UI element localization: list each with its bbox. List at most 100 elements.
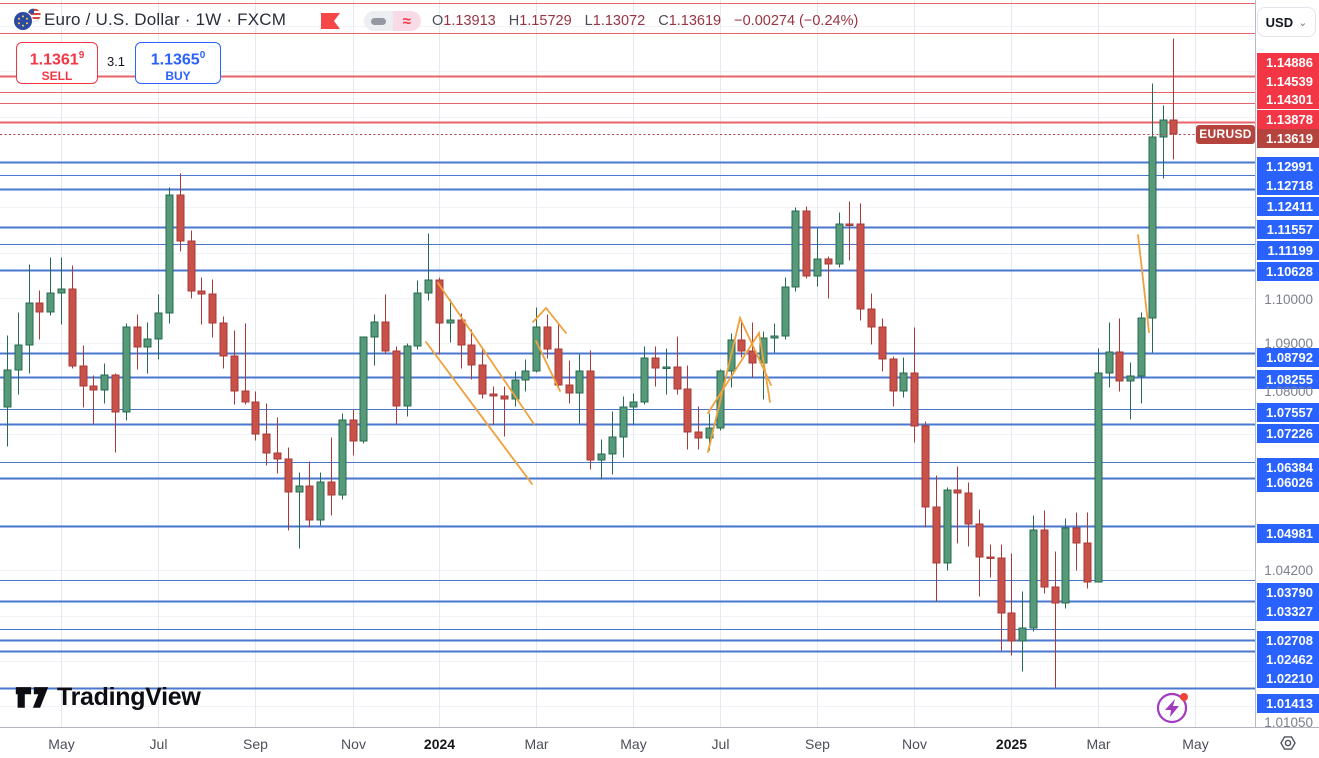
lightning-alert-button[interactable] [1153,688,1193,728]
price-scale-label: 1.03790 [1257,583,1319,602]
candle-body [79,365,88,387]
time-axis-tick: 2024 [423,736,456,752]
candle-body [997,557,1006,614]
price-scale[interactable]: 1.14886 1.14539 1.14301 1.13878 1.13619 1.129… [1255,0,1319,758]
candle-body [1029,529,1038,629]
candle-body [208,293,217,324]
price-scale-label: 1.09000 [1264,336,1313,351]
candle-body [813,258,822,277]
price-scale-label: 1.02708 [1257,631,1319,650]
candle-body [413,292,422,347]
candle-body [89,385,98,391]
hexagon-settings-icon[interactable] [1276,731,1300,755]
close-value: 1.13619 [668,13,722,29]
candle-body [187,240,196,292]
price-scale-label: 1.11557 [1257,220,1319,239]
candle-body [230,355,239,392]
time-axis-tick: Sep [243,736,268,752]
candle-body [68,288,77,367]
candle-body [133,326,142,348]
candlestick-chart[interactable] [0,0,1255,727]
price-scale-label: 1.10000 [1264,292,1313,307]
scale-settings-corner[interactable] [1256,728,1319,758]
high-label: H [508,13,520,29]
sell-price: 1.1361 [29,51,79,69]
candle-body [241,390,250,403]
candle-body [867,308,876,328]
descending-channel-upper [437,282,535,425]
candle-body [737,339,746,352]
price-scale-label: 1.12718 [1257,176,1319,195]
candle-body [1072,527,1081,544]
candle-body [262,433,271,454]
time-axis-tick: 2025 [995,736,1028,752]
time-axis-tick: Jul [149,736,168,752]
candle-body [1040,529,1049,588]
flag-bookmark-icon[interactable] [320,12,341,30]
april-trend-line [1137,234,1150,333]
candle-body [694,431,703,439]
candle-body [154,312,163,340]
candle-body [359,336,368,442]
candle-body [651,357,660,369]
eur-usd-flags-icon [12,8,44,32]
spread-value: 3.1 [106,54,126,69]
price-scale-label: 1.12991 [1257,157,1319,176]
sell-button[interactable]: 1.13619 SELL [16,42,98,84]
price-scale-label: 1.08000 [1264,384,1313,399]
candle-body [781,286,790,337]
candle-body [953,489,962,494]
open-value: 1.13913 [443,13,496,29]
candle-body [1007,612,1016,642]
tradingview-logo[interactable]: TradingView [14,682,201,712]
price-scale-label: 1.14301 [1257,90,1319,109]
time-axis-tick: May [48,736,75,752]
candle-body [608,436,617,455]
candle-body [770,335,779,339]
buy-price: 1.1365 [150,51,200,69]
dash-toggle-icon[interactable] [364,11,393,31]
candle-body [197,290,206,295]
tradingview-mark-icon [15,687,49,708]
candle-body [392,350,401,407]
candle-body [284,458,293,493]
price-scale-label: 1.07557 [1257,403,1319,422]
currency-dropdown[interactable]: USD ⌄ [1257,7,1316,37]
candle-body [478,364,487,395]
candle-body [370,321,379,338]
low-label: L [584,13,593,29]
candle-body [251,401,260,435]
candle-body [3,369,12,408]
candle-body [575,370,584,394]
candle-body [25,302,34,346]
candle-body [489,393,498,397]
notification-dot [1180,693,1188,701]
price-scale-label: 1.04981 [1257,524,1319,543]
candle-body [435,279,444,324]
price-scale-label: 1.06384 [1257,458,1319,477]
candle-body [845,223,854,226]
symbol-title[interactable]: Euro / U.S. Dollar · 1W · FXCM [44,10,287,29]
candle-body [975,523,984,558]
high-value: 1.15729 [519,13,572,29]
candle-body [1051,586,1060,604]
price-scale-label: 1.08255 [1257,370,1319,389]
candle-body [662,366,671,369]
buy-button[interactable]: 1.13650 BUY [135,42,221,84]
candle-body [457,319,466,346]
descending-channel-lower [425,341,533,485]
approx-toggle-icon[interactable]: ≈ [392,11,421,31]
time-axis[interactable]: May Jul Sep Nov 2024 Mar May Jul Sep Nov 2025 Mar Ma… [0,727,1319,758]
time-axis-tick: Mar [1086,736,1111,752]
candle-body [910,372,919,427]
price-scale-label: 1.01050 [1264,715,1313,730]
time-axis-tick: Nov [902,736,927,752]
candle-body [219,322,228,357]
ohlc-readout: O1.13913 H1.15729 L1.13072 C1.13619 −0.0… [432,13,858,29]
bid-ask-toggle[interactable]: ≈ [364,11,421,31]
candle-body [1083,542,1092,583]
candle-body [295,485,304,493]
price-scale-label: 1.11199 [1257,241,1319,260]
small-zigzag-lower [535,340,561,392]
price-scale-label: 1.10628 [1257,262,1319,281]
